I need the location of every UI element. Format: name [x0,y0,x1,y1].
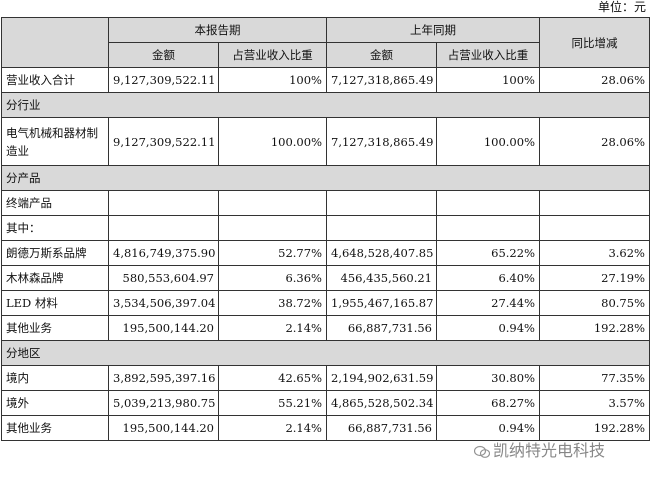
empty-cell [108,215,219,241]
row-label: 其他业务 [1,315,109,341]
watermark-text: 凯纳特光电科技 [493,441,606,460]
prev-amount: 66,887,731.56 [326,315,437,341]
cur-amount: 195,500,144.20 [108,315,219,341]
cur-amount: 4,816,749,375.90 [108,240,219,266]
prev-amount: 66,887,731.56 [326,415,437,441]
cur-share: 55.21% [218,390,327,416]
row-label: LED 材料 [1,290,109,316]
row-label: 境内 [1,365,109,391]
table-row: 终端产品 [1,190,650,216]
prev-amount: 2,194,902,631.59 [326,365,437,391]
header-current-period: 本报告期 [108,17,327,43]
empty-cell [539,215,650,241]
watermark: 凯纳特光电科技 [474,437,605,461]
yoy-change: 192.28% [539,315,650,341]
yoy-change: 28.06% [539,67,650,93]
table-row: 其他业务 195,500,144.20 2.14% 66,887,731.56 … [1,415,650,441]
prev-share: 65.22% [436,240,540,266]
section-product-row: 分产品 [1,165,650,191]
empty-cell [436,190,540,216]
cur-amount: 9,127,309,522.11 [108,67,219,93]
prev-amount: 1,955,467,165.87 [326,290,437,316]
header-prior-period: 上年同期 [326,17,540,43]
prev-amount: 4,865,528,502.34 [326,390,437,416]
prev-amount: 7,127,318,865.49 [326,67,437,93]
section-industry-row: 分行业 [1,92,650,118]
prev-share: 0.94% [436,315,540,341]
empty-cell [326,190,437,216]
table-row: 其他业务 195,500,144.20 2.14% 66,887,731.56 … [1,315,650,341]
header-blank-cell [1,17,109,68]
header-yoy-change: 同比增减 [539,17,650,68]
prev-amount: 456,435,560.21 [326,265,437,291]
cur-amount: 9,127,309,522.11 [108,117,219,166]
header-row-1: 本报告期 上年同期 同比增减 [1,17,650,68]
section-region-row: 分地区 [1,340,650,366]
cur-share: 6.36% [218,265,327,291]
section-region: 分地区 [1,340,650,366]
revenue-table: 本报告期 上年同期 同比增减 金额 占营业收入比重 金额 占营业收入比重 营业收… [1,17,650,441]
row-label: 木林森品牌 [1,265,109,291]
cur-share: 42.65% [218,365,327,391]
table-row: 朗德万斯系品牌 4,816,749,375.90 52.77% 4,648,52… [1,240,650,266]
row-label: 其中： [1,215,109,241]
section-industry: 分行业 [1,92,650,118]
prev-share: 0.94% [436,415,540,441]
section-product: 分产品 [1,165,650,191]
yoy-change: 80.75% [539,290,650,316]
table-row: 木林森品牌 580,553,604.97 6.36% 456,435,560.2… [1,265,650,291]
cur-share: 100.00% [218,117,327,166]
table-row: LED 材料 3,534,506,397.04 38.72% 1,955,467… [1,290,650,316]
empty-cell [108,190,219,216]
total-row: 营业收入合计 9,127,309,522.11 100% 7,127,318,8… [1,67,650,93]
cur-amount: 195,500,144.20 [108,415,219,441]
table-row: 境外 5,039,213,980.75 55.21% 4,865,528,502… [1,390,650,416]
header-cur-amount: 金额 [108,42,219,68]
table-row: 境内 3,892,595,397.16 42.65% 2,194,902,631… [1,365,650,391]
prev-share: 100% [436,67,540,93]
header-prev-amount: 金额 [326,42,437,68]
table-row: 电气机械和器材制造业 9,127,309,522.11 100.00% 7,12… [1,117,650,166]
cur-share: 100% [218,67,327,93]
prev-amount: 7,127,318,865.49 [326,117,437,166]
cur-amount: 580,553,604.97 [108,265,219,291]
empty-cell [218,215,327,241]
row-label: 境外 [1,390,109,416]
row-label: 电气机械和器材制造业 [1,117,109,166]
prev-share: 68.27% [436,390,540,416]
prev-share: 27.44% [436,290,540,316]
header-cur-share: 占营业收入比重 [218,42,327,68]
row-label: 其他业务 [1,415,109,441]
row-label: 终端产品 [1,190,109,216]
chat-bubble-icon [474,445,490,458]
cur-amount: 5,039,213,980.75 [108,390,219,416]
yoy-change: 3.57% [539,390,650,416]
yoy-change: 192.28% [539,415,650,441]
row-label: 朗德万斯系品牌 [1,240,109,266]
cur-amount: 3,534,506,397.04 [108,290,219,316]
unit-label: 单位：元 [597,0,646,14]
prev-share: 30.80% [436,365,540,391]
yoy-change: 77.35% [539,365,650,391]
cur-share: 2.14% [218,315,327,341]
empty-cell [218,190,327,216]
prev-amount: 4,648,528,407.85 [326,240,437,266]
empty-cell [436,215,540,241]
cur-share: 52.77% [218,240,327,266]
row-label: 营业收入合计 [1,67,109,93]
table-row: 其中： [1,215,650,241]
header-prev-share: 占营业收入比重 [436,42,540,68]
header-row-2: 金额 占营业收入比重 金额 占营业收入比重 [2,42,650,68]
empty-cell [326,215,437,241]
prev-share: 6.40% [436,265,540,291]
yoy-change: 3.62% [539,240,650,266]
yoy-change: 27.19% [539,265,650,291]
empty-cell [539,190,650,216]
cur-share: 2.14% [218,415,327,441]
prev-share: 100.00% [436,117,540,166]
yoy-change: 28.06% [539,117,650,166]
cur-share: 38.72% [218,290,327,316]
cur-amount: 3,892,595,397.16 [108,365,219,391]
